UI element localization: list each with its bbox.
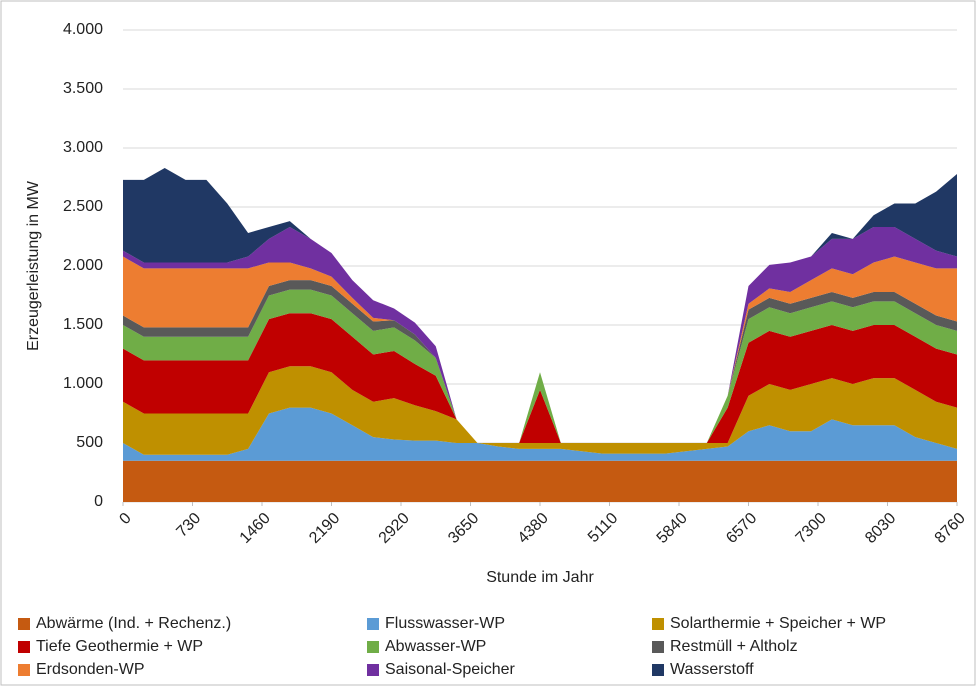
y-tick-label: 3.000 — [63, 139, 103, 156]
legend-label: Abwasser-WP — [385, 638, 486, 655]
area — [123, 289, 957, 443]
legend-swatch — [652, 618, 664, 630]
y-tick-label: 2.000 — [63, 257, 103, 274]
legend-label: Solarthermie + Speicher + WP — [670, 615, 886, 632]
legend-label: Wasserstoff — [670, 661, 754, 678]
legend-label: Erdsonden-WP — [36, 661, 145, 678]
legend-label: Saisonal-Speicher — [385, 661, 516, 678]
area — [123, 366, 957, 455]
area — [123, 256, 957, 443]
y-tick-label: 0 — [94, 493, 103, 510]
legend-swatch — [652, 641, 664, 653]
area — [123, 407, 957, 461]
area — [123, 460, 957, 502]
legend-swatch — [367, 664, 379, 676]
legend-label: Abwärme (Ind. + Rechenz.) — [36, 615, 231, 632]
legend-label: Flusswasser-WP — [385, 615, 505, 632]
y-tick-label: 3.500 — [63, 80, 103, 97]
area — [123, 227, 957, 443]
legend-swatch — [18, 618, 30, 630]
legend-label: Tiefe Geothermie + WP — [36, 638, 203, 655]
legend-label: Restmüll + Altholz — [670, 638, 798, 655]
y-tick-label: 1.500 — [63, 316, 103, 333]
legend-swatch — [18, 664, 30, 676]
legend-swatch — [367, 641, 379, 653]
area — [123, 313, 957, 443]
legend-swatch — [367, 618, 379, 630]
legend-swatch — [652, 664, 664, 676]
y-axis-title: Erzeugerleistung in MW — [25, 180, 42, 351]
y-tick-label: 500 — [76, 434, 103, 451]
y-tick-label: 1.000 — [63, 375, 103, 392]
legend-swatch — [18, 641, 30, 653]
x-axis-title: Stunde im Jahr — [486, 569, 594, 586]
y-tick-label: 4.000 — [63, 21, 103, 38]
area — [123, 280, 957, 443]
area — [123, 168, 957, 443]
y-tick-label: 2.500 — [63, 198, 103, 215]
